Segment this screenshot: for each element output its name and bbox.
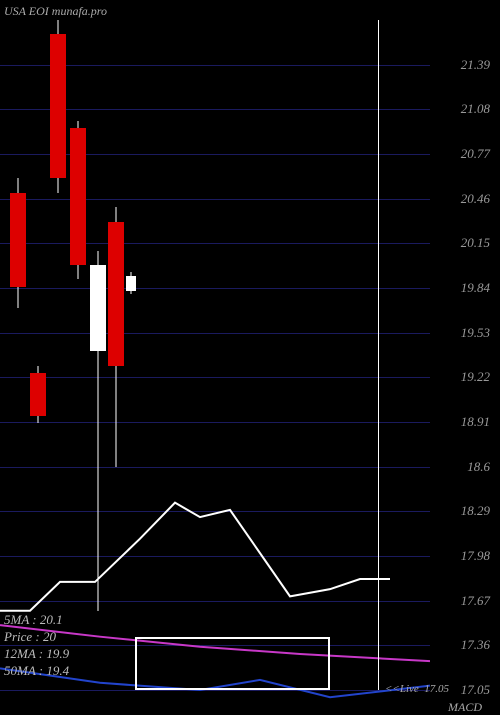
y-axis-label: 20.46 <box>461 191 490 207</box>
chart-title: USA EOI munafa.pro <box>4 4 107 19</box>
y-axis-label: 17.05 <box>461 682 490 698</box>
overlay-lines <box>0 0 430 700</box>
live-arrow: <<Live <box>385 683 419 695</box>
ma12-label: 12MA : 19.9 <box>4 646 69 663</box>
volume-box <box>135 637 330 690</box>
y-axis-label: 18.29 <box>461 503 490 519</box>
y-axis-label: 19.84 <box>461 280 490 296</box>
y-axis-label: 19.22 <box>461 369 490 385</box>
y-axis-label: 21.08 <box>461 101 490 117</box>
y-axis-label: 17.98 <box>461 548 490 564</box>
live-value: 17.05 <box>424 683 449 695</box>
y-axis-label: 20.15 <box>461 235 490 251</box>
ma5-label: 5MA : 20.1 <box>4 612 69 629</box>
y-axis: 21.39 21.08 20.77 20.46 20.15 19.84 19.53 19.22… <box>430 0 500 700</box>
current-marker <box>378 20 379 690</box>
y-axis-label: 18.91 <box>461 414 490 430</box>
y-axis-label: 19.53 <box>461 325 490 341</box>
chart-area: USA EOI munafa.pro <box>0 0 430 700</box>
y-axis-label: 18.6 <box>467 459 490 475</box>
y-axis-label: 17.67 <box>461 593 490 609</box>
macd-label: MACD <box>448 700 482 715</box>
live-price: <<Live 17.05 <box>385 683 449 695</box>
y-axis-label: 17.36 <box>461 637 490 653</box>
y-axis-label: 21.39 <box>461 57 490 73</box>
info-box: 5MA : 20.1 Price : 20 12MA : 19.9 50MA :… <box>4 612 69 680</box>
y-axis-label: 20.77 <box>461 146 490 162</box>
price-label: Price : 20 <box>4 629 69 646</box>
ma50-label: 50MA : 19.4 <box>4 663 69 680</box>
